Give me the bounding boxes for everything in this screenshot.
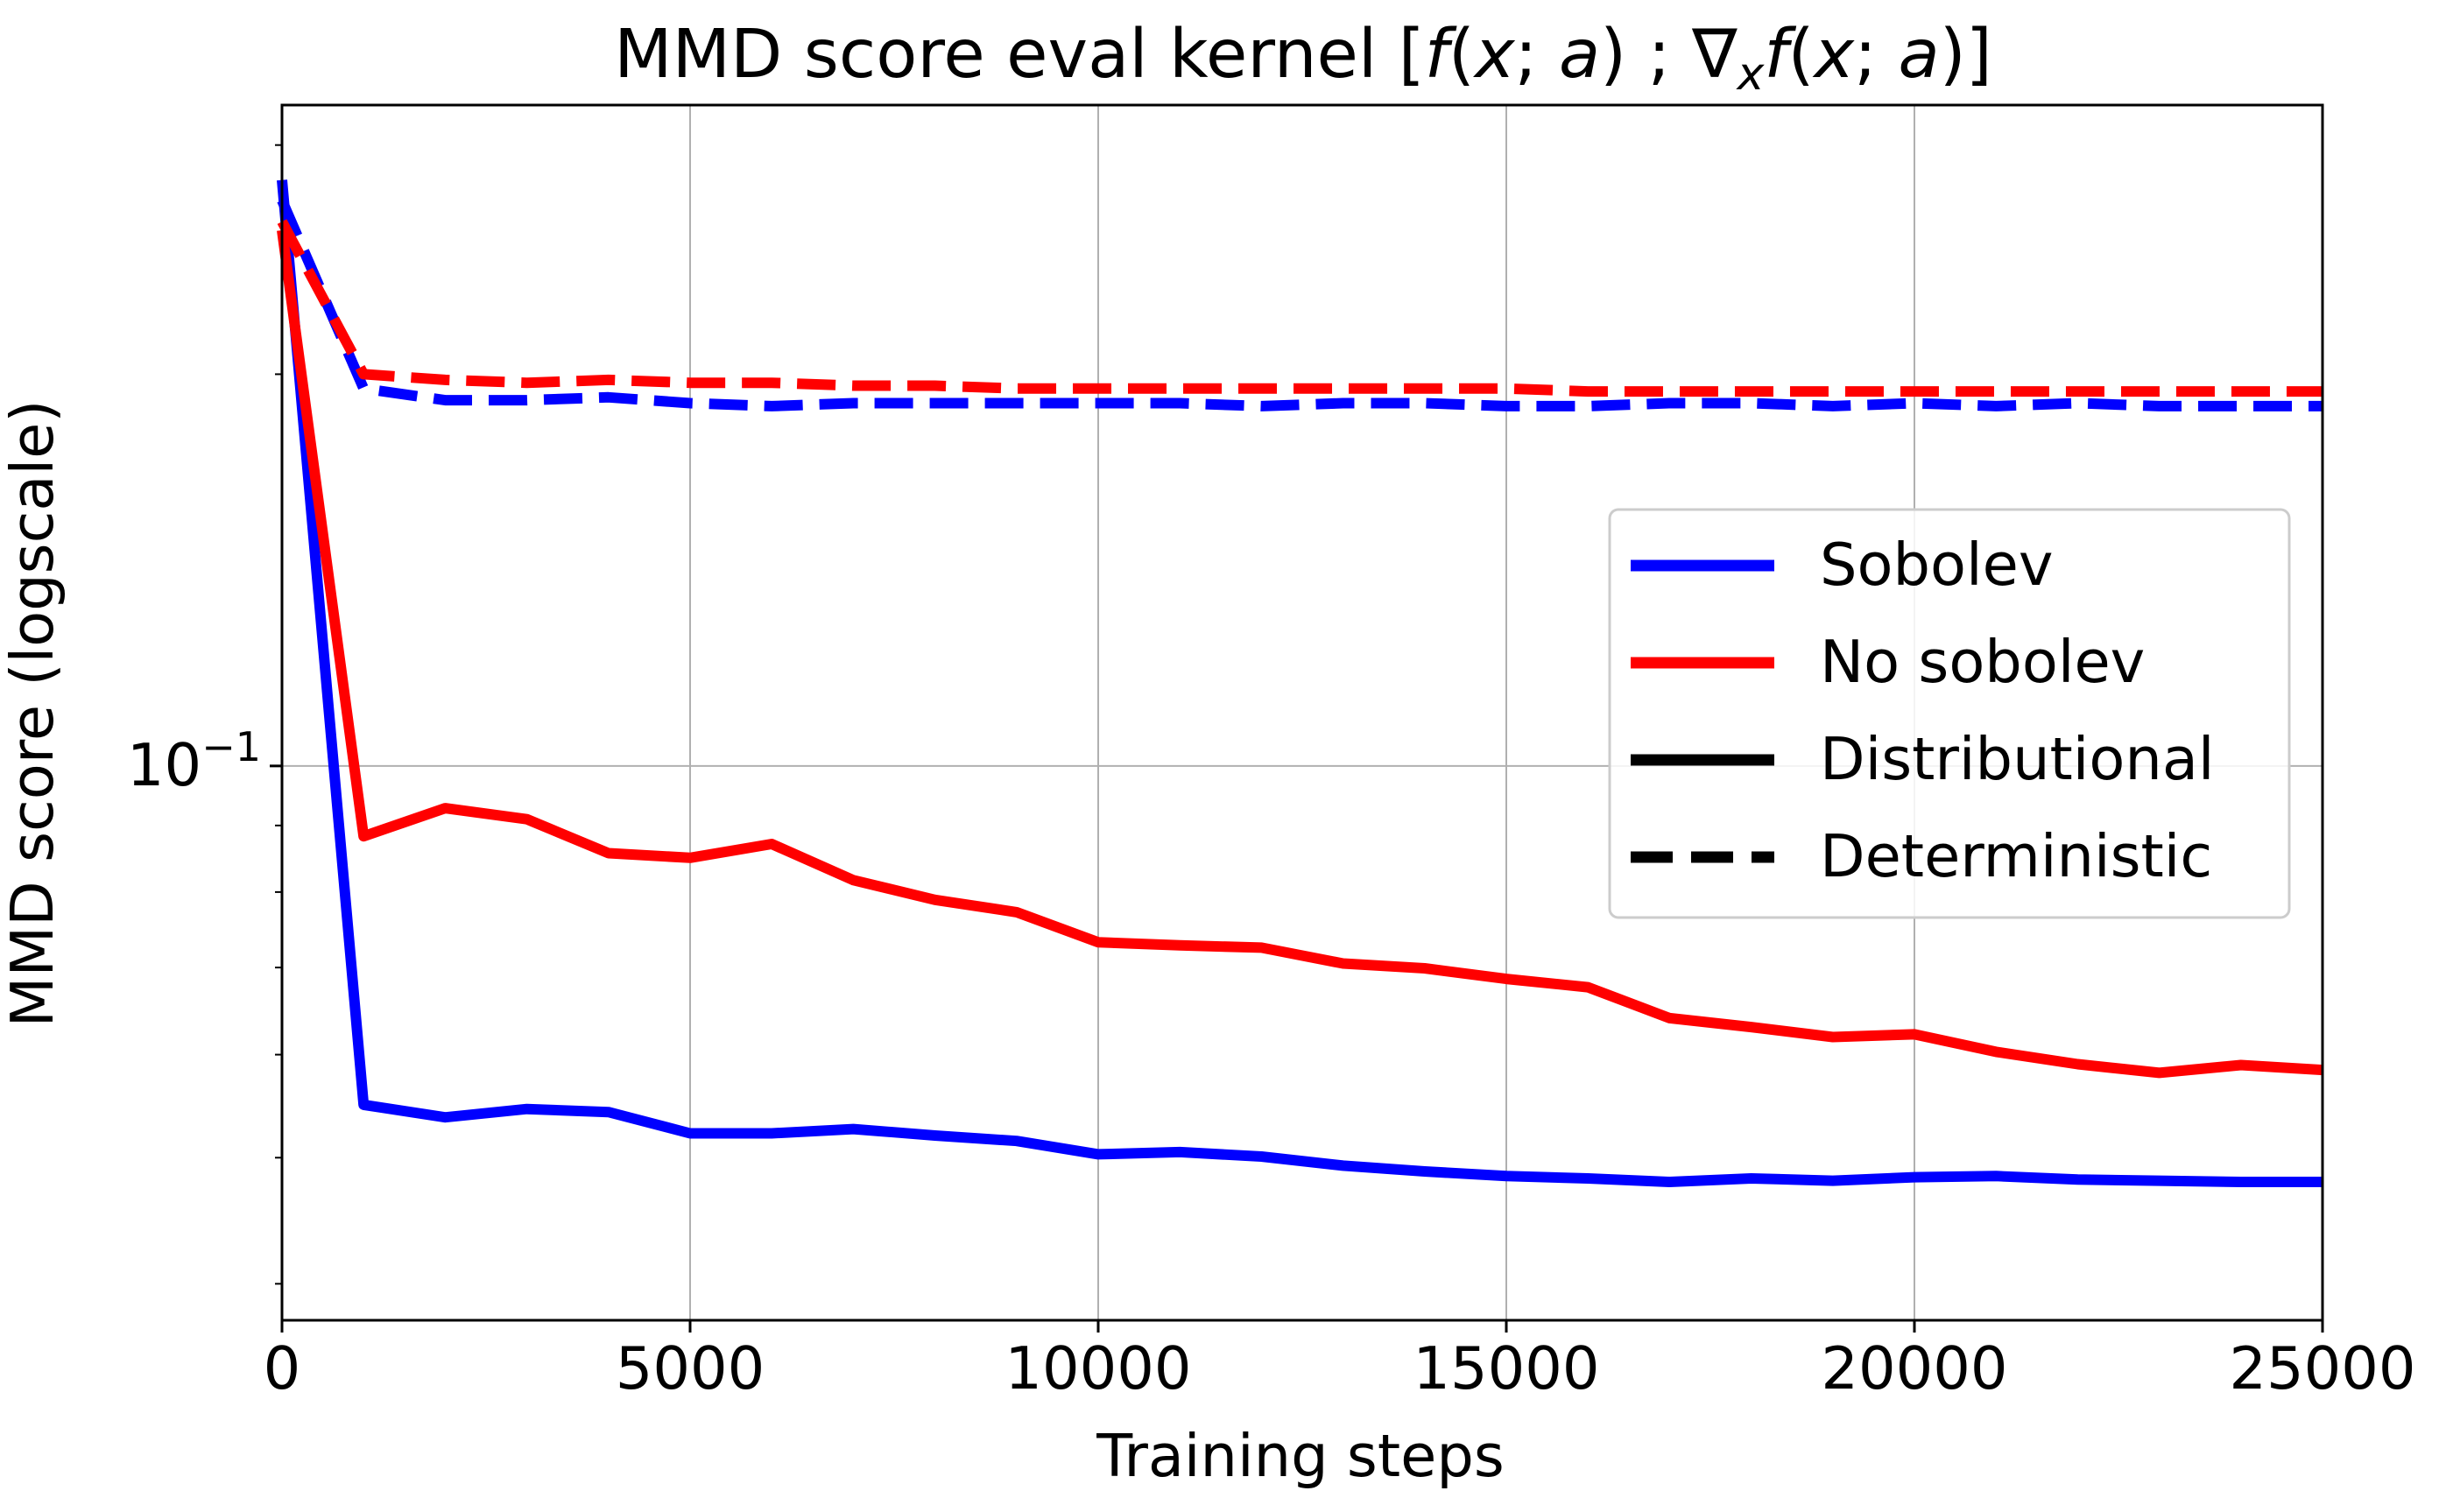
x-tick-label: 5000 (616, 1334, 765, 1403)
series-line-no-sobolev-distributional (277, 229, 2323, 1079)
plot-frame (280, 103, 2324, 1322)
axis-ticks: 0 5000 10000 15000 20000 25000 10−1 (127, 144, 2416, 1403)
series-line-sobolev-distributional (277, 179, 2323, 1187)
x-tick-label: 0 (264, 1334, 301, 1403)
legend-label-distributional: Distributional (1820, 725, 2215, 793)
x-tick-label: 25000 (2229, 1334, 2415, 1403)
series-line-no-sobolev-deterministic (277, 219, 2323, 397)
y-axis-label: MMD score (logscale) (0, 400, 67, 1028)
legend-frame (1608, 508, 2291, 919)
x-tick-label: 20000 (1821, 1334, 2007, 1403)
x-axis-label: Training steps (1096, 1422, 1505, 1490)
y-tick-label: 10−1 (127, 723, 261, 799)
legend-label-no-sobolev: No sobolev (1820, 628, 2145, 696)
legend: Sobolev No sobolev Distributional Determ… (1608, 508, 2291, 919)
series-lines (277, 179, 2323, 1187)
legend-label-deterministic: Deterministic (1820, 822, 2212, 890)
x-tick-label: 10000 (1004, 1334, 1191, 1403)
chart-title: MMD score eval kernel [f(x; a) ; ∇xf(x; … (614, 16, 1992, 101)
series-line-sobolev-deterministic (277, 198, 2323, 411)
x-tick-label: 15000 (1413, 1334, 1599, 1403)
legend-label-sobolev: Sobolev (1820, 531, 2054, 599)
